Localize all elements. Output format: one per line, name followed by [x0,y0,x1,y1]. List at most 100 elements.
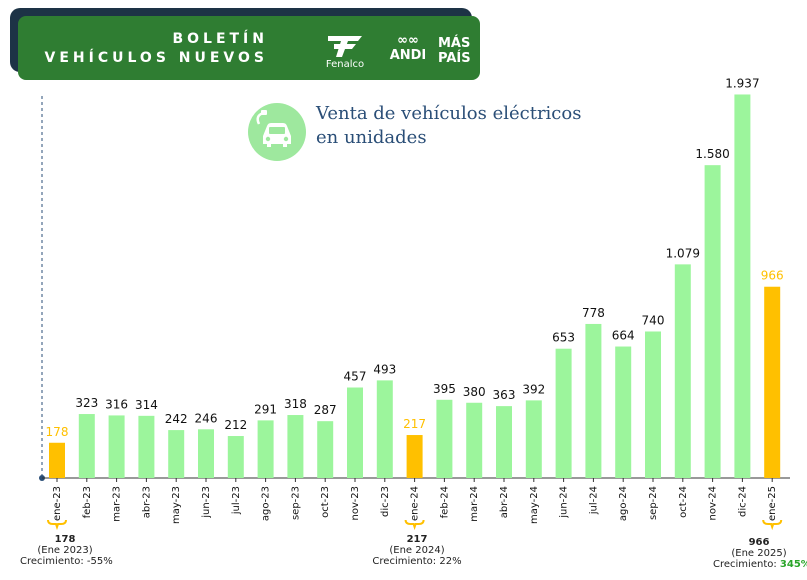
tick-label-ago-23: ago-23 [261,486,272,521]
data-label-mar-23: 316 [105,397,128,411]
data-label-abr-23: 314 [135,398,158,412]
mas-pais-line2: PAÍS [438,51,471,66]
tick-label-dic-23: dic-23 [380,486,391,517]
tick-label-nov-24: nov-24 [708,486,719,520]
data-label-abr-24: 363 [493,388,516,402]
annotation-ene-24-growth: 22% [439,556,462,567]
data-label-may-24: 392 [522,382,545,396]
mas-pais-line1: MÁS [438,36,471,51]
data-label-feb-23: 323 [75,396,98,410]
tick-label-jul-23: jul-23 [231,486,242,515]
tick-label-ene-23: ene-23 [52,486,63,521]
bar-oct-24 [674,264,691,478]
bar-jul-23 [227,436,244,478]
data-label-nov-24: 1.580 [695,147,729,161]
data-label-jul-24: 778 [582,306,605,320]
tick-label-ene-24: ene-24 [410,486,421,521]
annotation-ene-25: 966 (Ene 2025) Crecimiento: 345% [713,537,807,570]
tick-label-jun-24: jun-24 [559,486,570,519]
annotation-ene-25-period: (Ene 2025) [731,548,787,559]
bar-ago-24 [615,346,632,478]
bar-may-24 [525,400,542,478]
data-label-dic-23: 493 [373,362,396,376]
bar-jun-24 [555,348,572,478]
tick-label-nov-23: nov-23 [350,486,361,520]
data-label-ene-24: 217 [403,417,426,431]
annotation-ene-23-growth: -55% [86,556,113,567]
fenalco-mark-icon [328,36,362,57]
bar-feb-23 [78,414,95,478]
tick-label-sep-23: sep-23 [290,486,301,520]
annotation-ene-23-growth-label: Crecimiento: [20,556,84,567]
bar-may-23 [168,430,185,478]
data-label-oct-23: 287 [314,403,337,417]
annotation-ene-24-value: 217 [406,534,428,545]
tick-label-oct-23: oct-23 [320,486,331,518]
tick-label-mar-24: mar-24 [469,486,480,522]
bar-sep-23 [287,415,304,478]
fenalco-text: Fenalco [325,59,365,70]
electric-car-icon [247,102,307,166]
bar-oct-23 [317,421,334,478]
data-label-ago-24: 664 [612,329,635,343]
data-label-jun-23: 246 [195,411,218,425]
tick-label-ene-25: ene-25 [767,486,778,521]
annotation-ene-25-growth: 345% [779,559,807,570]
annotation-ene-24: 217 (Ene 2024) Crecimiento: 22% [372,534,462,567]
tick-label-feb-23: feb-23 [82,486,93,518]
data-label-dic-24: 1.937 [725,76,759,90]
chart-title-line2: en unidades [316,127,427,148]
data-label-ene-25: 966 [761,269,784,283]
data-label-may-23: 242 [165,412,188,426]
data-label-sep-24: 740 [642,313,665,327]
bar-ene-23 [49,442,65,478]
data-label-mar-24: 380 [463,385,486,399]
andi-logo: ∞∞ ANDI [384,34,432,64]
highlight-brace-ene-24 [404,519,425,531]
data-label-jun-24: 653 [552,331,575,345]
tick-label-sep-24: sep-24 [648,486,659,520]
chart-title: Venta de vehículos eléctricos en unidade… [316,102,581,150]
tick-label-jul-24: jul-24 [588,486,599,515]
data-label-jul-23: 212 [224,418,247,432]
bar-mar-24 [466,402,483,478]
data-label-oct-24: 1.079 [666,246,700,260]
bar-nov-23 [347,387,363,478]
bar-mar-23 [108,415,125,478]
bar-jun-23 [198,429,214,478]
bar-jul-24 [585,323,602,478]
annotation-ene-23-period: (Ene 2023) [37,545,93,556]
highlight-brace-ene-23 [47,519,67,531]
bulletin-title-line1: BOLETÍN [172,31,268,47]
tick-label-abr-24: abr-24 [499,486,510,518]
header-banner: BOLETÍN VEHÍCULOS NUEVOS Fenalco ∞∞ ANDI… [18,16,480,80]
highlight-brace-ene-25 [762,519,783,531]
mas-pais-logo: MÁS PAÍS [438,36,478,66]
annotation-ene-23: 178 (Ene 2023) Crecimiento: -55% [20,534,113,567]
bar-feb-24 [436,399,453,478]
tick-label-oct-24: oct-24 [678,486,689,518]
bar-ago-23 [257,420,274,478]
bar-abr-23 [138,415,155,478]
bar-ene-25 [764,286,781,478]
tick-label-feb-24: feb-24 [439,486,450,518]
tick-label-abr-23: abr-23 [141,486,152,518]
data-label-ago-23: 291 [254,402,277,416]
annotation-ene-24-period: (Ene 2024) [389,545,445,556]
tick-label-jun-23: jun-23 [201,486,212,519]
tick-label-may-23: may-23 [171,486,182,524]
tick-label-mar-23: mar-23 [112,486,123,522]
annotation-ene-25-value: 966 [748,537,770,548]
bulletin-title-line2: VEHÍCULOS NUEVOS [44,50,268,66]
annotation-ene-25-growth-label: Crecimiento: [713,559,777,570]
data-label-feb-24: 395 [433,382,456,396]
bar-sep-24 [645,331,661,478]
andi-text: ANDI [389,48,427,63]
chart-title-line1: Venta de vehículos eléctricos [316,103,582,124]
annotation-ene-24-growth-label: Crecimiento: [372,556,437,567]
bar-abr-24 [496,406,512,478]
tick-label-dic-24: dic-24 [737,486,748,517]
fenalco-logo: Fenalco [320,32,370,70]
bar-nov-24 [704,165,721,478]
